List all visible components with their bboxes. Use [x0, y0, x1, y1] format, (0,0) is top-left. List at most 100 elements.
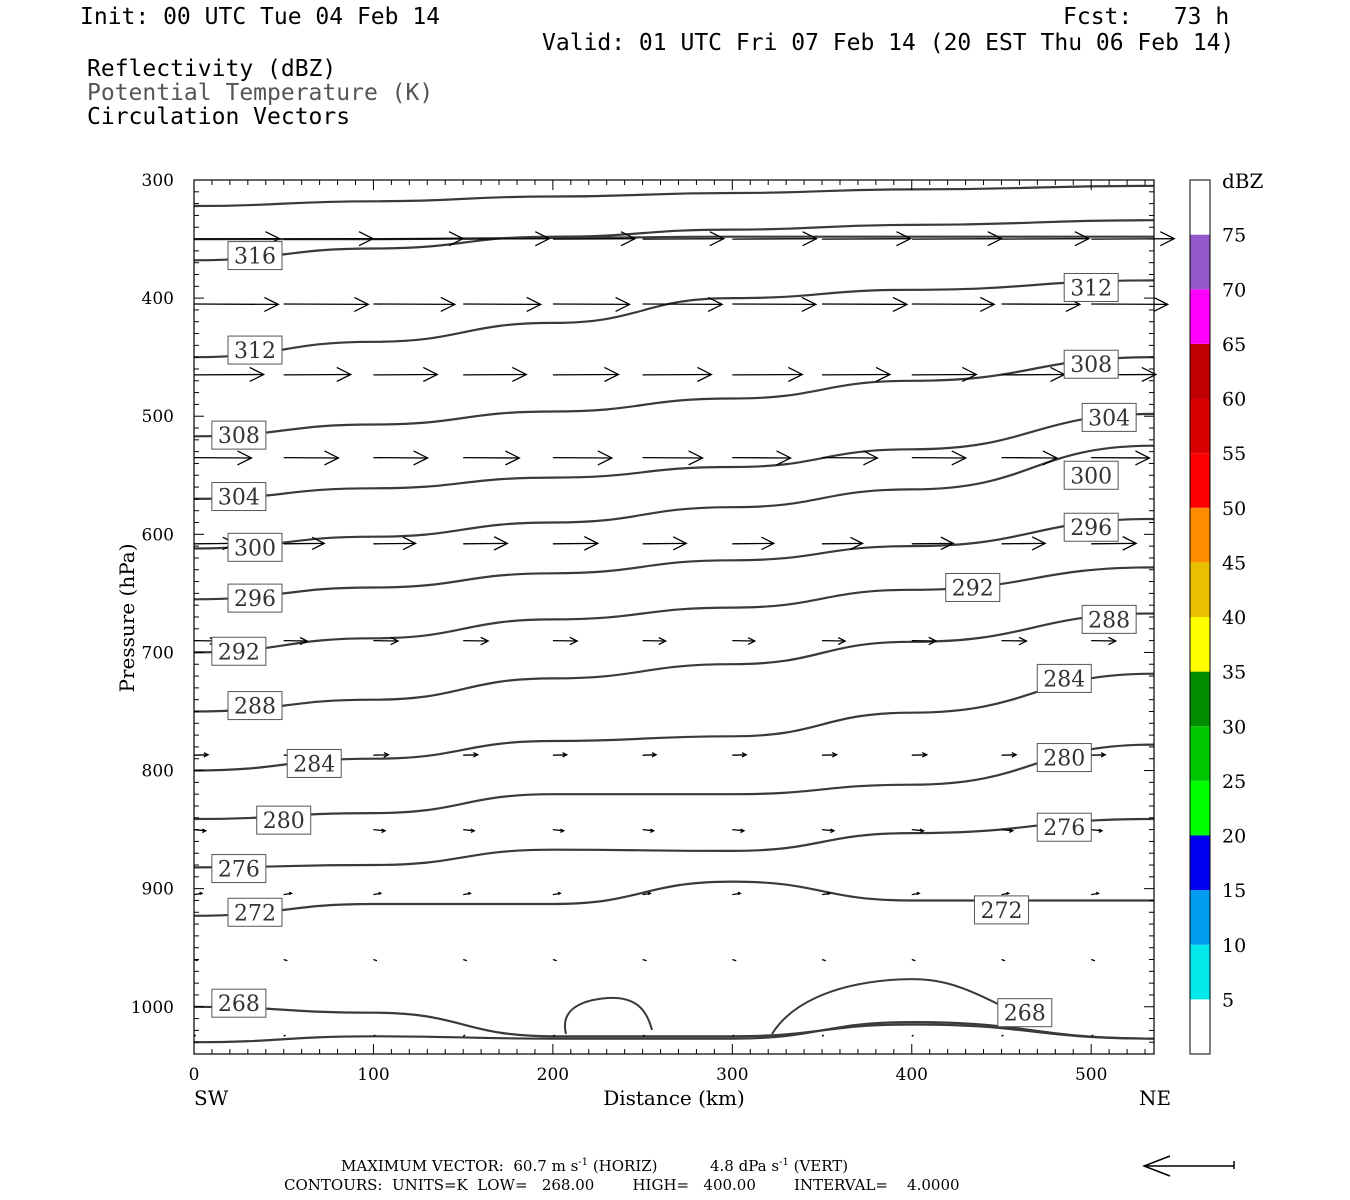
wind-vector-head — [354, 296, 370, 312]
colorbar-swatch — [1190, 726, 1210, 781]
wind-vector-head — [467, 891, 472, 896]
theta-contour-11 — [193, 743, 1155, 821]
wind-vector — [642, 231, 726, 247]
wind-vector-head — [402, 536, 418, 551]
wind-vector — [1090, 1034, 1094, 1037]
theta-contour-13 — [193, 880, 1154, 917]
contour-label-box — [211, 420, 267, 450]
wind-vector-head — [470, 828, 476, 834]
wind-vector-head — [896, 231, 912, 247]
theta-contour-5 — [193, 412, 1155, 500]
wind-vector — [552, 958, 557, 962]
max-vector-vert-value: 4.8 — [710, 1157, 734, 1175]
max-vector-line: MAXIMUM VECTOR: 60.7 m s-1 (HORIZ) 4.8 d… — [341, 1157, 848, 1175]
wind-vector — [373, 536, 418, 551]
contour-label-text: 284 — [1043, 667, 1085, 692]
wind-vector-head — [1011, 751, 1018, 758]
colorbar-swatch — [1190, 398, 1210, 454]
vert-tag: (VERT) — [793, 1157, 849, 1175]
contour-label-box — [211, 854, 267, 884]
wind-vector — [732, 296, 818, 312]
wind-vector — [552, 891, 562, 896]
contour-label: 288 — [227, 691, 283, 721]
contour-label: 296 — [1063, 512, 1119, 542]
wind-vector-head — [1135, 450, 1151, 466]
y-tick-label: 500 — [142, 407, 174, 427]
wind-vector-shaft — [821, 958, 826, 962]
field-potential-temperature-label: Potential Temperature (K) — [87, 80, 434, 106]
circulation-vectors — [193, 231, 1176, 1037]
colorbar-level-label: 70 — [1222, 279, 1246, 301]
wind-vector — [732, 958, 737, 962]
max-vector-prefix: MAXIMUM VECTOR: — [341, 1157, 504, 1175]
contour-label: 280 — [1036, 743, 1092, 773]
contour-label-text: 300 — [1070, 464, 1112, 489]
wind-vector — [1001, 751, 1018, 758]
wind-vector — [911, 1034, 914, 1037]
wind-vector — [642, 752, 658, 758]
wind-vector-shaft — [642, 1034, 645, 1037]
wind-vector — [732, 637, 757, 645]
wind-vector — [1091, 296, 1170, 312]
wind-vector — [642, 958, 647, 962]
wind-vector-head — [740, 828, 746, 834]
contour-label-box — [1081, 402, 1137, 432]
wind-vector-head — [311, 536, 326, 551]
wind-vector-shaft — [642, 958, 647, 962]
theta-contour-12 — [193, 817, 1155, 869]
contour-label-text: 312 — [1070, 276, 1112, 301]
wind-vector-head — [651, 752, 658, 758]
wind-vector — [821, 1034, 825, 1037]
wind-vector — [283, 891, 293, 896]
wind-vector-shaft — [1090, 1034, 1094, 1037]
wind-vector-head — [249, 366, 266, 383]
wind-vector-shaft — [821, 828, 835, 832]
wind-vector-head — [1141, 366, 1158, 383]
wind-vector — [911, 828, 926, 834]
colorbar-level-label: 45 — [1222, 552, 1246, 574]
colorbar-swatch — [1190, 453, 1210, 508]
wind-vector-shaft — [283, 1034, 286, 1037]
contour-label-text: 308 — [1070, 353, 1112, 378]
wind-vector — [911, 366, 978, 383]
wind-vector-head — [1009, 828, 1015, 834]
contour-label-box — [1063, 272, 1119, 302]
wind-vector-head — [390, 636, 400, 646]
wind-vector-head — [1153, 296, 1170, 312]
contour-label-text: 308 — [218, 424, 260, 449]
wind-vector-head — [237, 450, 253, 466]
field-reflectivity-label: Reflectivity (dBZ) — [87, 56, 337, 82]
wind-vector-head — [928, 636, 938, 646]
wind-vector — [552, 296, 632, 312]
wind-vector-head — [863, 450, 879, 466]
wind-vector — [1001, 536, 1047, 551]
wind-vector — [732, 231, 819, 247]
wind-vector — [1091, 450, 1151, 466]
contour-label-text: 288 — [1088, 608, 1130, 633]
wind-vector — [911, 231, 1004, 247]
vert-unit: dPa s — [738, 1157, 780, 1175]
colorbar-swatch — [1190, 343, 1210, 399]
wind-vector-head — [512, 366, 528, 383]
theta-contour-4 — [193, 356, 1155, 438]
horiz-unit-exp: -1 — [578, 1157, 589, 1168]
contour-label: 276 — [1036, 812, 1092, 842]
contour-label-box — [1063, 460, 1119, 490]
wind-vector-shaft — [373, 828, 386, 832]
wind-vector-head — [919, 828, 926, 834]
contour-label: 292 — [945, 572, 1001, 602]
wind-vector-head — [203, 752, 210, 758]
x-tick-label: 500 — [1075, 1065, 1107, 1085]
contour-label: 284 — [1036, 663, 1092, 693]
contour-label-box — [1036, 743, 1092, 773]
contour-label-text: 280 — [263, 809, 305, 834]
contour-label: 308 — [211, 420, 267, 450]
wind-vector — [1001, 1034, 1004, 1037]
wind-vector-head — [1031, 536, 1047, 551]
wind-vector-head — [473, 752, 480, 758]
wind-vector — [642, 891, 652, 896]
contours-info-line: CONTOURS: UNITS=K LOW= 268.00 HIGH= 400.… — [284, 1176, 960, 1194]
vert-unit-exp: -1 — [779, 1157, 789, 1168]
contour-label: 312 — [1063, 272, 1119, 302]
y-axis-label: Pressure (hPa) — [115, 544, 139, 693]
